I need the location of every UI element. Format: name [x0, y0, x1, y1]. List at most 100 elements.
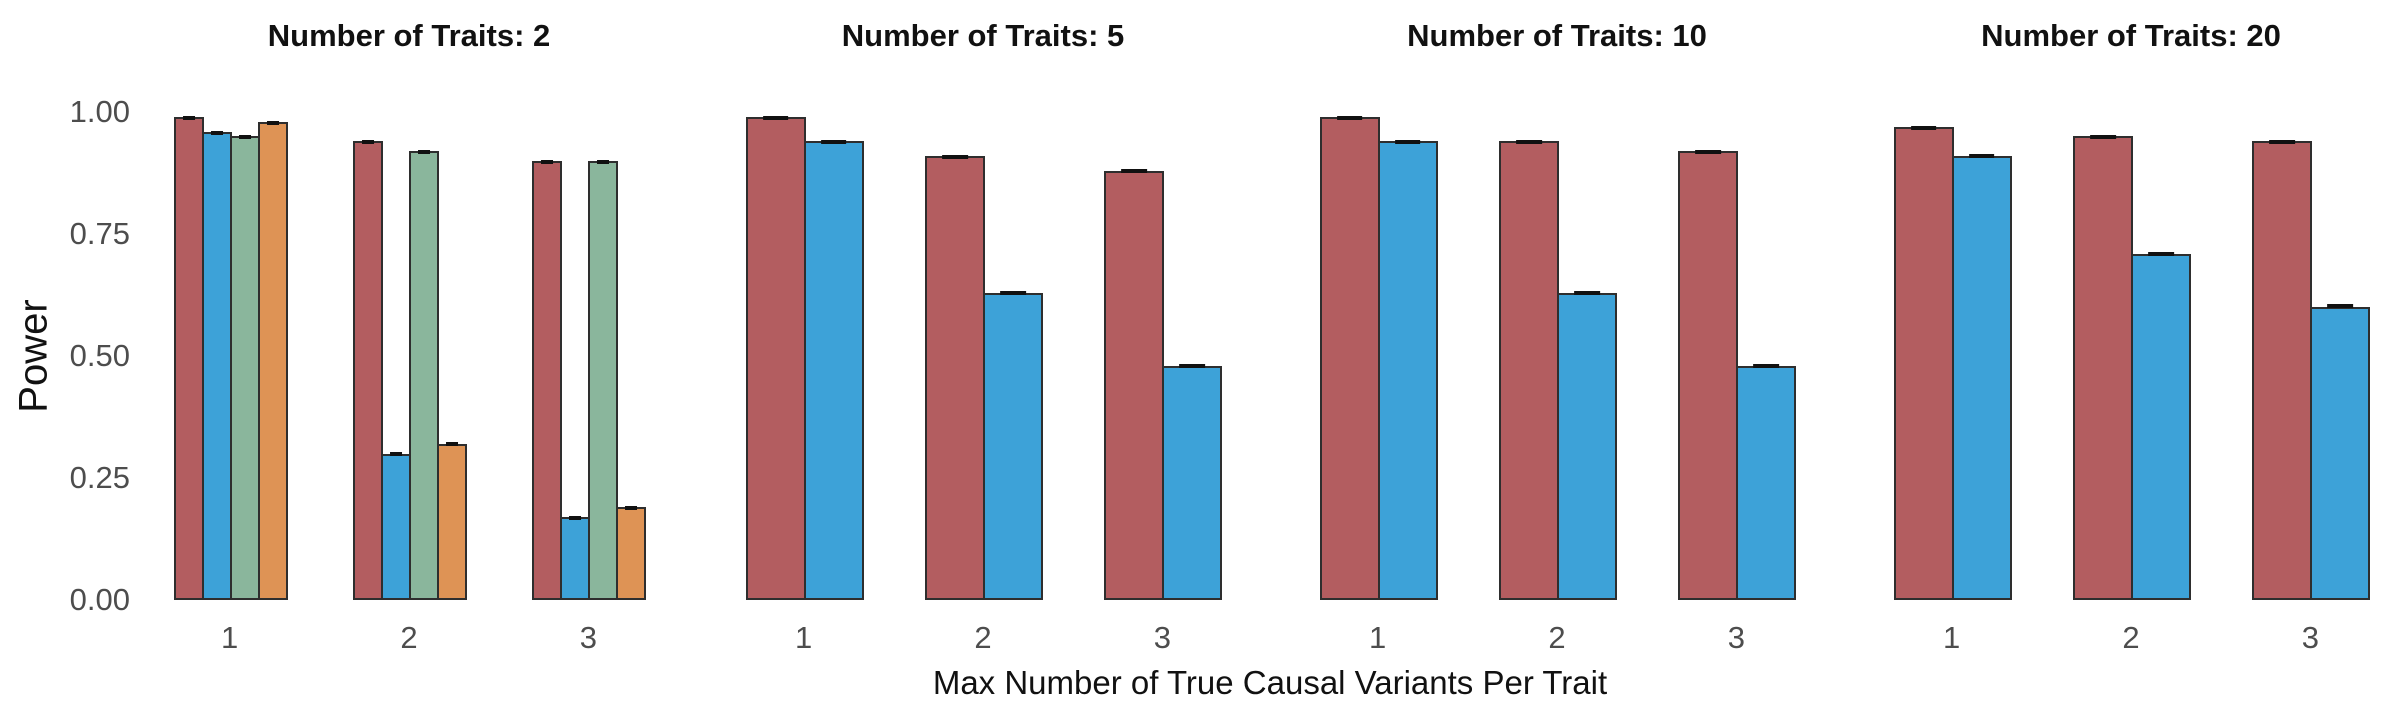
bar-blue: [201, 130, 232, 600]
x-tick-label: 1: [221, 620, 239, 655]
plot-area: 1 2 3: [1862, 112, 2400, 655]
bar-blue: [982, 291, 1043, 600]
bar-red: [1893, 125, 1954, 600]
bar-orange: [257, 120, 288, 600]
error-bar: [1000, 291, 1026, 296]
error-bar: [1179, 364, 1206, 369]
x-tick-label: 2: [974, 620, 992, 655]
x-tick-label: 2: [2122, 620, 2140, 655]
bar-red: [745, 116, 806, 600]
error-bar: [1121, 169, 1148, 174]
facet-panel: Number of Traits: 2 1 2 3: [140, 18, 678, 655]
error-bar: [2327, 304, 2354, 309]
error-bar: [1695, 150, 1722, 155]
error-bar: [2269, 140, 2296, 145]
error-bar: [1574, 291, 1600, 296]
error-bar: [1394, 140, 1421, 145]
bar-group: 1: [1288, 112, 1467, 655]
error-bar: [2148, 252, 2174, 257]
error-bar: [569, 515, 582, 520]
bar-red: [1678, 150, 1739, 600]
error-bar: [238, 135, 251, 140]
bar-group: 1: [1862, 112, 2041, 655]
x-tick-label: 3: [2301, 620, 2319, 655]
bar-group: 1: [140, 112, 319, 655]
bar-group: 3: [1073, 112, 1252, 655]
facet-title: Number of Traits: 10: [1407, 18, 1707, 53]
error-bar: [418, 150, 430, 155]
bar-red: [173, 115, 204, 600]
y-axis-title: Power: [11, 299, 56, 413]
bar-green: [408, 150, 439, 600]
error-bar: [625, 505, 638, 510]
bar-group: 2: [319, 112, 498, 655]
facet-title: Number of Traits: 20: [1981, 18, 2281, 53]
bar-group: 1: [714, 112, 893, 655]
x-axis-title: Max Number of True Causal Variants Per T…: [932, 664, 1608, 701]
error-bar: [1753, 364, 1780, 369]
facet-panel: Number of Traits: 5 1 2 3: [714, 18, 1252, 655]
error-bar: [362, 140, 374, 145]
y-tick-label: 0.00: [69, 582, 130, 617]
error-bar: [541, 159, 554, 164]
bar-green: [229, 135, 260, 600]
bar-orange: [616, 505, 647, 600]
x-tick-label: 3: [1727, 620, 1745, 655]
bar-red: [1498, 140, 1559, 600]
x-tick-label: 1: [1369, 620, 1387, 655]
bar-group: 2: [893, 112, 1072, 655]
bar-group: 3: [2221, 112, 2400, 655]
bar-blue: [803, 140, 864, 600]
x-tick-label: 2: [400, 620, 418, 655]
error-bar: [1336, 116, 1363, 121]
facet-panel: Number of Traits: 10 1 2 3: [1288, 18, 1826, 655]
bar-blue: [2130, 252, 2191, 600]
x-tick-label: 3: [579, 620, 597, 655]
bar-red: [532, 159, 563, 600]
error-bar: [390, 452, 402, 457]
error-bar: [762, 116, 789, 121]
bar-red: [352, 140, 383, 600]
error-bar: [1516, 140, 1542, 145]
error-bar: [1968, 154, 1995, 159]
plot-area: 1 2 3: [140, 112, 678, 655]
plot-area: 1 2 3: [714, 112, 1252, 655]
facet-title: Number of Traits: 2: [267, 18, 551, 53]
error-bar: [446, 441, 458, 446]
error-bar: [182, 115, 195, 120]
error-bar: [1910, 125, 1937, 130]
bar-green: [588, 159, 619, 600]
y-tick-label: 0.25: [69, 460, 130, 495]
bar-red: [2072, 135, 2133, 600]
bar-group: 3: [499, 112, 678, 655]
x-tick-label: 2: [1548, 620, 1566, 655]
facets: Number of Traits: 2 1 2 3 Number of Traits: …: [140, 18, 2400, 655]
error-bar: [942, 154, 968, 159]
y-tick-label: 1.00: [69, 94, 130, 129]
y-axis: Power 1.00 0.75 0.50 0.25 0.00: [0, 0, 138, 720]
bar-orange: [436, 441, 467, 600]
bar-blue: [380, 452, 411, 600]
y-tick-label: 0.75: [69, 216, 130, 251]
x-tick-label: 1: [1943, 620, 1961, 655]
bar-blue: [1736, 364, 1797, 600]
bar-blue: [1951, 154, 2012, 600]
bar-blue: [2310, 304, 2371, 600]
bar-blue: [1162, 364, 1223, 600]
bar-red: [1104, 169, 1165, 600]
bar-blue: [560, 515, 591, 600]
y-tick-label: 0.50: [69, 338, 130, 373]
bar-blue: [1377, 140, 1438, 600]
x-tick-label: 3: [1153, 620, 1171, 655]
bar-group: 2: [1467, 112, 1646, 655]
bar-group: 2: [2041, 112, 2220, 655]
error-bar: [597, 159, 610, 164]
bar-red: [2252, 140, 2313, 600]
bar-blue: [1556, 291, 1617, 600]
plot-area: 1 2 3: [1288, 112, 1826, 655]
error-bar: [266, 120, 279, 125]
error-bar: [2090, 135, 2116, 140]
bar-red: [924, 154, 985, 600]
x-tick-label: 1: [795, 620, 813, 655]
error-bar: [210, 130, 223, 135]
